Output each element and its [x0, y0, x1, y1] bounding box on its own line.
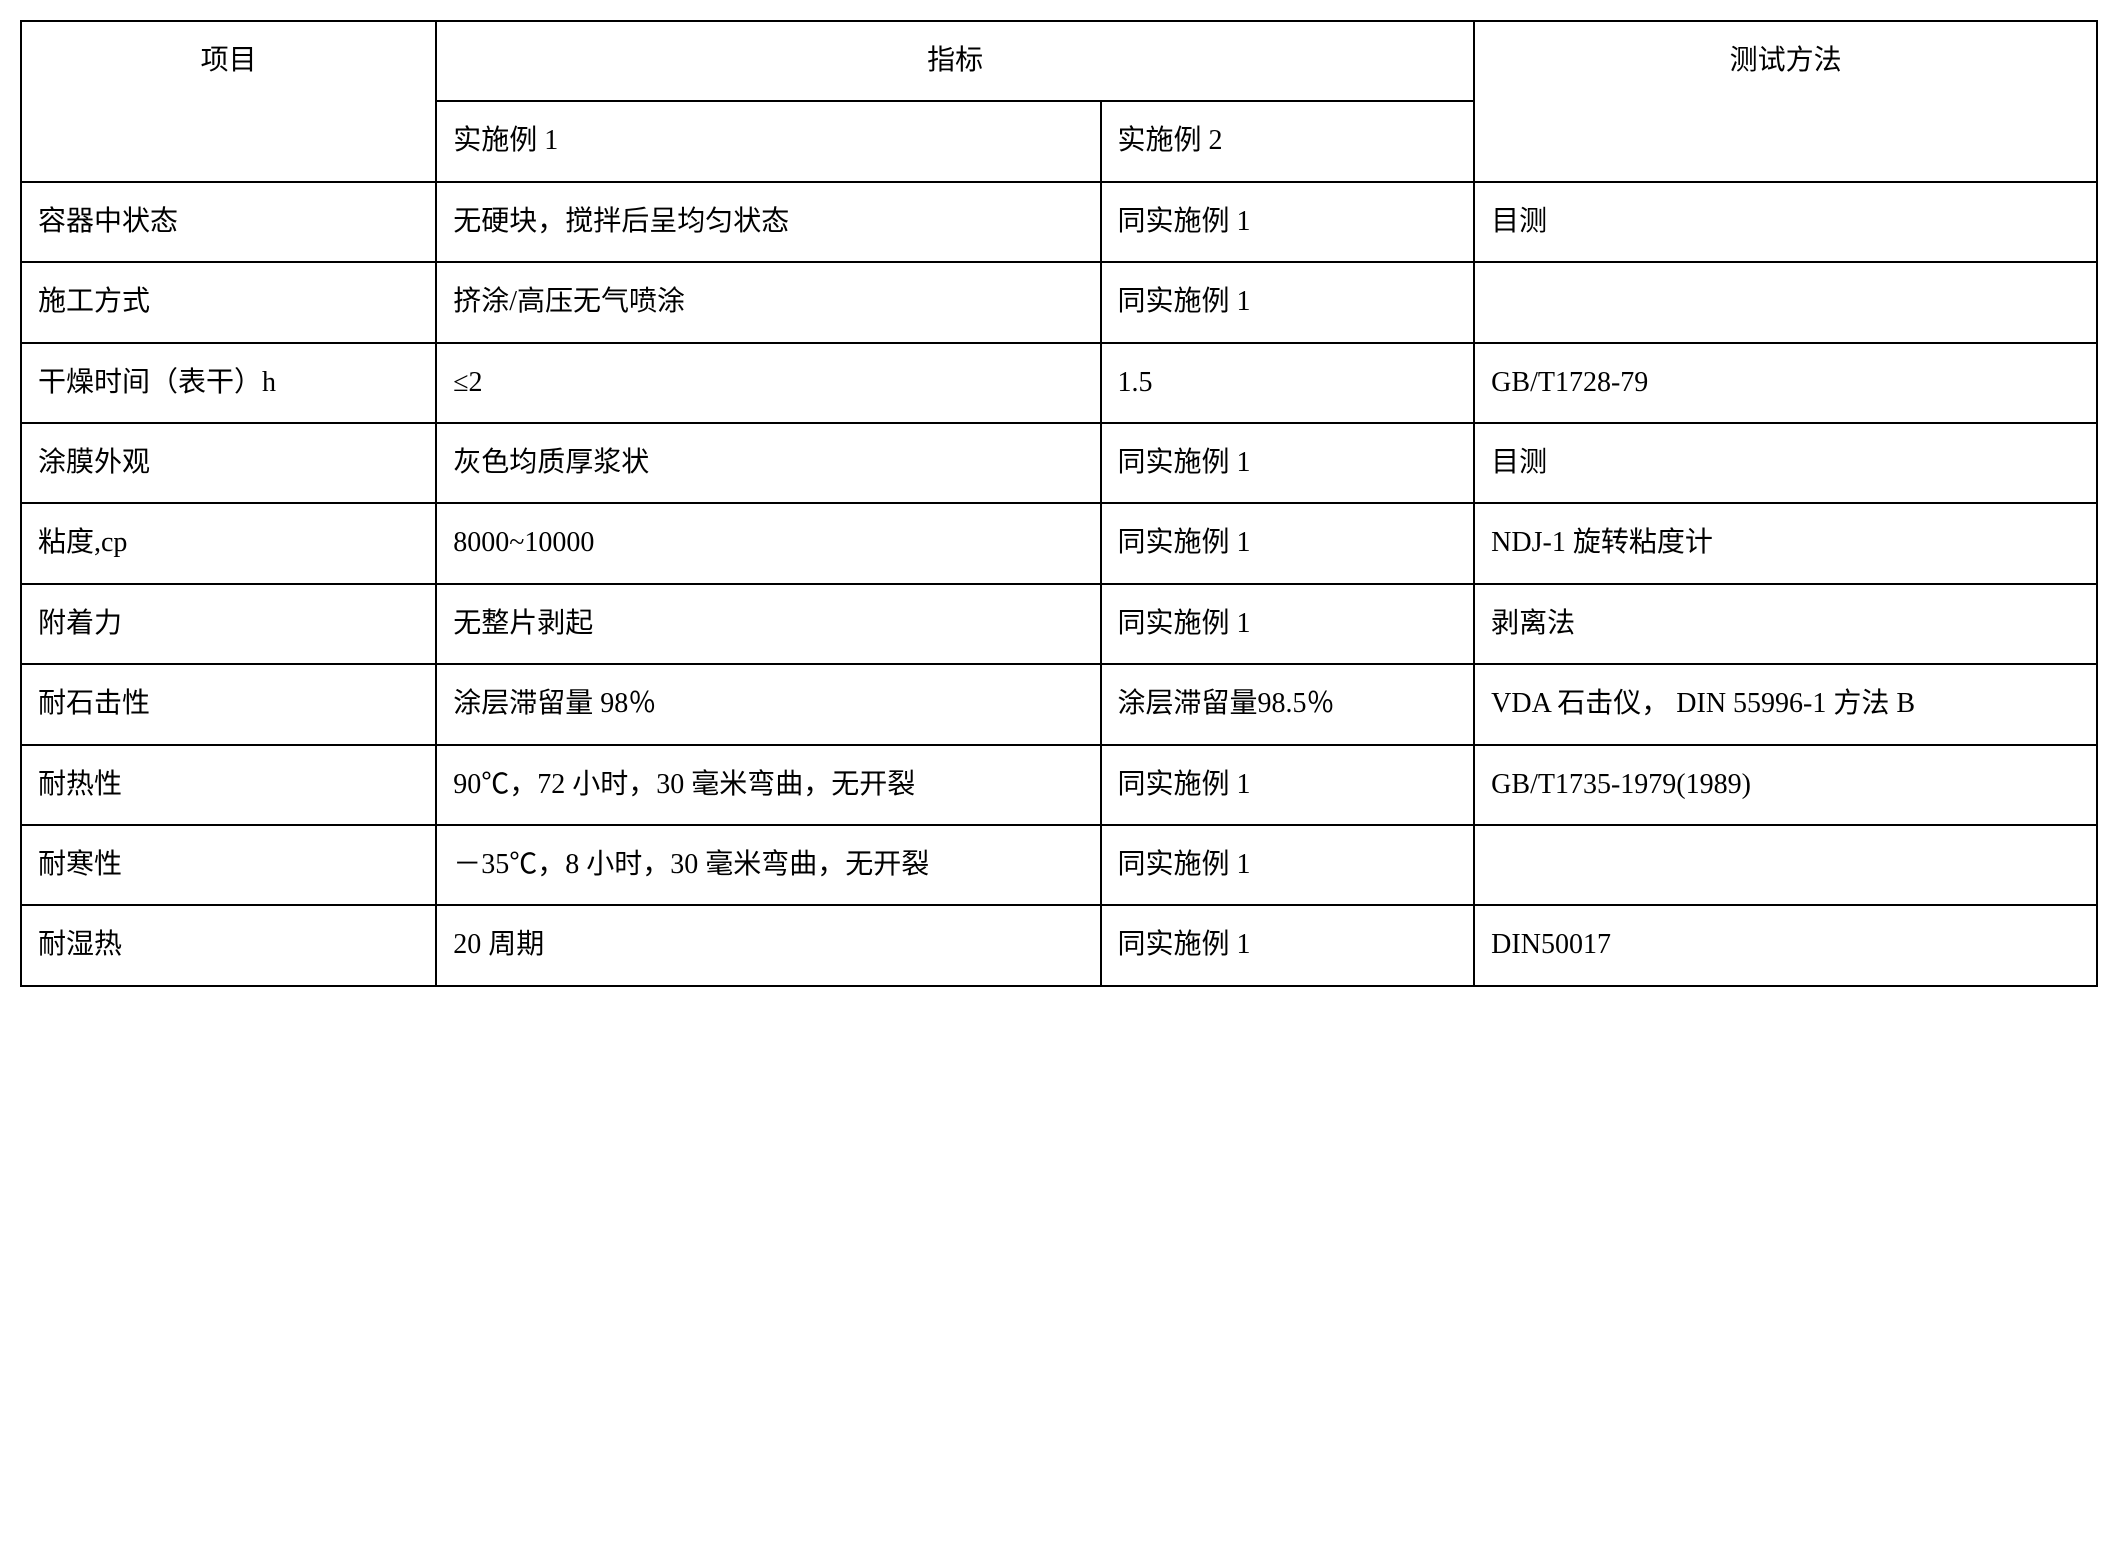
cell-ex1: 无整片剥起: [436, 584, 1100, 664]
cell-ex2: 1.5: [1101, 343, 1475, 423]
cell-ex2: 同实施例 1: [1101, 745, 1475, 825]
cell-method: [1474, 825, 2097, 905]
cell-item: 耐热性: [21, 745, 436, 825]
table-row: 附着力 无整片剥起 同实施例 1 剥离法: [21, 584, 2097, 664]
spec-table: 项目 指标 测试方法 实施例 1 实施例 2 容器中状态 无硬块，搅拌后呈均匀状…: [20, 20, 2098, 987]
cell-item: 耐寒性: [21, 825, 436, 905]
table-header-row-1: 项目 指标 测试方法: [21, 21, 2097, 101]
cell-ex2: 同实施例 1: [1101, 503, 1475, 583]
cell-item: 施工方式: [21, 262, 436, 342]
cell-method: VDA 石击仪， DIN 55996-1 方法 B: [1474, 664, 2097, 744]
header-item: 项目: [21, 21, 436, 182]
table-row: 干燥时间（表干）h ≤2 1.5 GB/T1728-79: [21, 343, 2097, 423]
table-row: 耐热性 90℃，72 小时，30 毫米弯曲，无开裂 同实施例 1 GB/T173…: [21, 745, 2097, 825]
cell-ex1: －35℃，8 小时，30 毫米弯曲，无开裂: [436, 825, 1100, 905]
cell-method: NDJ-1 旋转粘度计: [1474, 503, 2097, 583]
cell-method: GB/T1735-1979(1989): [1474, 745, 2097, 825]
cell-ex1: 挤涂/高压无气喷涂: [436, 262, 1100, 342]
header-example1: 实施例 1: [436, 101, 1100, 181]
cell-ex1: 无硬块，搅拌后呈均匀状态: [436, 182, 1100, 262]
cell-item: 涂膜外观: [21, 423, 436, 503]
cell-ex1: 8000~10000: [436, 503, 1100, 583]
cell-ex2: 同实施例 1: [1101, 825, 1475, 905]
cell-ex1: ≤2: [436, 343, 1100, 423]
cell-method: 目测: [1474, 182, 2097, 262]
cell-item: 耐石击性: [21, 664, 436, 744]
table-row: 施工方式 挤涂/高压无气喷涂 同实施例 1: [21, 262, 2097, 342]
cell-item: 附着力: [21, 584, 436, 664]
header-indicator: 指标: [436, 21, 1474, 101]
cell-method: GB/T1728-79: [1474, 343, 2097, 423]
cell-ex2: 同实施例 1: [1101, 905, 1475, 985]
cell-method: [1474, 262, 2097, 342]
cell-ex2: 同实施例 1: [1101, 423, 1475, 503]
cell-ex1: 20 周期: [436, 905, 1100, 985]
cell-method: DIN50017: [1474, 905, 2097, 985]
cell-ex2: 同实施例 1: [1101, 584, 1475, 664]
header-example2: 实施例 2: [1101, 101, 1475, 181]
table-row: 耐湿热 20 周期 同实施例 1 DIN50017: [21, 905, 2097, 985]
cell-item: 粘度,cp: [21, 503, 436, 583]
cell-method: 剥离法: [1474, 584, 2097, 664]
cell-ex1: 涂层滞留量 98％: [436, 664, 1100, 744]
table-row: 容器中状态 无硬块，搅拌后呈均匀状态 同实施例 1 目测: [21, 182, 2097, 262]
table-row: 粘度,cp 8000~10000 同实施例 1 NDJ-1 旋转粘度计: [21, 503, 2097, 583]
cell-method: 目测: [1474, 423, 2097, 503]
cell-ex1: 90℃，72 小时，30 毫米弯曲，无开裂: [436, 745, 1100, 825]
table-row: 耐寒性 －35℃，8 小时，30 毫米弯曲，无开裂 同实施例 1: [21, 825, 2097, 905]
cell-ex2: 同实施例 1: [1101, 182, 1475, 262]
cell-item: 容器中状态: [21, 182, 436, 262]
header-method: 测试方法: [1474, 21, 2097, 182]
table-row: 涂膜外观 灰色均质厚浆状 同实施例 1 目测: [21, 423, 2097, 503]
cell-ex2: 涂层滞留量98.5％: [1101, 664, 1475, 744]
cell-ex1: 灰色均质厚浆状: [436, 423, 1100, 503]
cell-ex2: 同实施例 1: [1101, 262, 1475, 342]
cell-item: 耐湿热: [21, 905, 436, 985]
table-row: 耐石击性 涂层滞留量 98％ 涂层滞留量98.5％ VDA 石击仪， DIN 5…: [21, 664, 2097, 744]
cell-item: 干燥时间（表干）h: [21, 343, 436, 423]
